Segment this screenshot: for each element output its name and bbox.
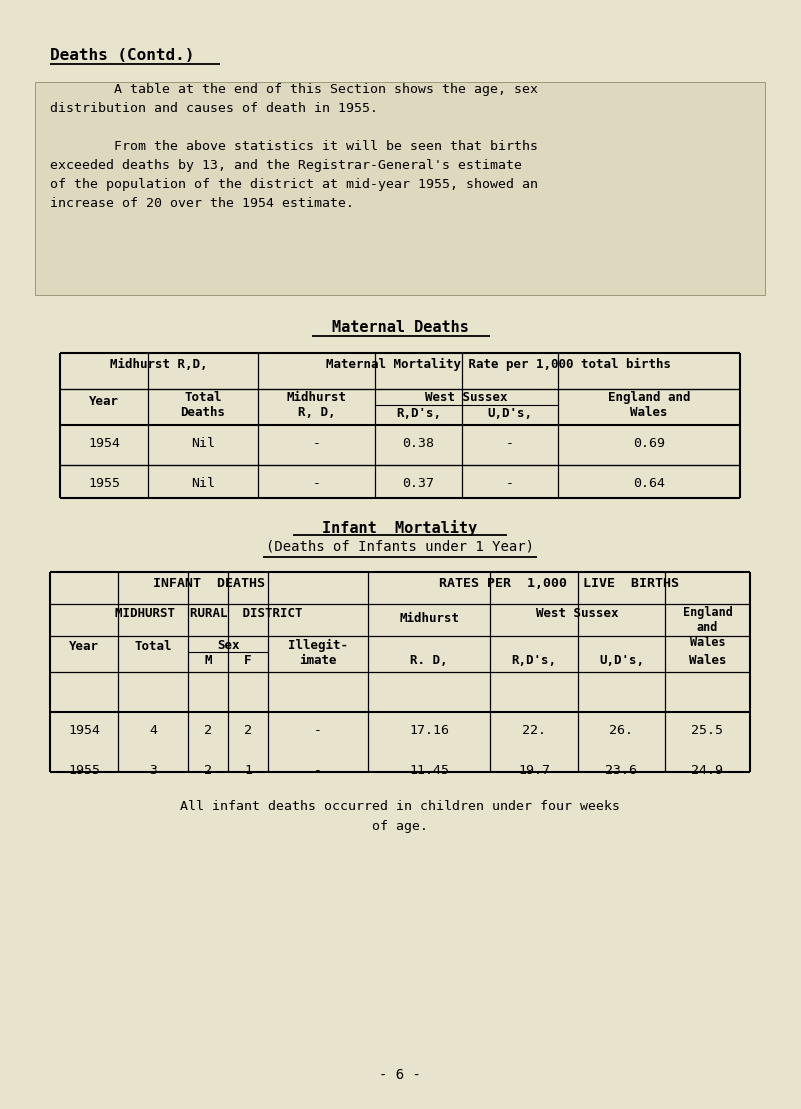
Text: of age.: of age. <box>372 820 428 833</box>
Text: -: - <box>506 477 514 490</box>
Text: Maternal Mortality Rate per 1,000 total births: Maternal Mortality Rate per 1,000 total … <box>327 358 671 372</box>
Text: 22.: 22. <box>522 724 546 737</box>
Text: U,D's,: U,D's, <box>599 654 644 667</box>
Text: England
and
Wales: England and Wales <box>682 606 732 649</box>
Text: M: M <box>204 654 211 667</box>
Text: 2: 2 <box>204 724 212 737</box>
Text: Midhurst
R, D,: Midhurst R, D, <box>287 391 347 419</box>
Text: INFANT  DEATHS: INFANT DEATHS <box>153 577 265 590</box>
Text: Total: Total <box>135 640 171 653</box>
Text: 19.7: 19.7 <box>518 764 550 777</box>
Text: Year: Year <box>69 640 99 653</box>
Text: 1: 1 <box>244 764 252 777</box>
Text: 3: 3 <box>149 764 157 777</box>
Text: Deaths (Contd.): Deaths (Contd.) <box>50 48 195 63</box>
Text: R,D's,: R,D's, <box>396 407 441 420</box>
Text: 1954: 1954 <box>68 724 100 737</box>
Text: 1954: 1954 <box>88 437 120 450</box>
Text: Wales: Wales <box>689 654 727 667</box>
Text: A table at the end of this Section shows the age, sex: A table at the end of this Section shows… <box>50 83 538 96</box>
Text: From the above statistics it will be seen that births: From the above statistics it will be see… <box>50 140 538 153</box>
Text: R. D,: R. D, <box>410 654 448 667</box>
Text: Nil: Nil <box>191 477 215 490</box>
Text: 23.6: 23.6 <box>606 764 638 777</box>
Text: - 6 -: - 6 - <box>379 1068 421 1082</box>
Text: -: - <box>312 477 320 490</box>
Text: 2: 2 <box>244 724 252 737</box>
Text: 25.5: 25.5 <box>691 724 723 737</box>
Text: U,D's,: U,D's, <box>488 407 533 420</box>
Text: 0.64: 0.64 <box>633 477 665 490</box>
Text: 0.37: 0.37 <box>402 477 434 490</box>
Text: 24.9: 24.9 <box>691 764 723 777</box>
Text: -: - <box>314 764 322 777</box>
Text: increase of 20 over the 1954 estimate.: increase of 20 over the 1954 estimate. <box>50 197 354 210</box>
Text: 11.45: 11.45 <box>409 764 449 777</box>
Text: West Sussex: West Sussex <box>536 607 618 620</box>
Text: 1955: 1955 <box>88 477 120 490</box>
Text: -: - <box>314 724 322 737</box>
Text: F: F <box>244 654 252 667</box>
Text: 4: 4 <box>149 724 157 737</box>
Text: -: - <box>506 437 514 450</box>
Text: RATES PER  1,000  LIVE  BIRTHS: RATES PER 1,000 LIVE BIRTHS <box>439 577 679 590</box>
Text: exceeded deaths by 13, and the Registrar-General's estimate: exceeded deaths by 13, and the Registrar… <box>50 159 522 172</box>
Text: R,D's,: R,D's, <box>512 654 557 667</box>
Text: Midhurst: Midhurst <box>399 612 459 625</box>
Text: of the population of the district at mid-year 1955, showed an: of the population of the district at mid… <box>50 179 538 191</box>
Text: Infant  Mortality: Infant Mortality <box>323 520 477 536</box>
Text: Nil: Nil <box>191 437 215 450</box>
Text: 17.16: 17.16 <box>409 724 449 737</box>
Text: Total
Deaths: Total Deaths <box>180 391 226 419</box>
Text: Maternal Deaths: Maternal Deaths <box>332 321 469 335</box>
Text: distribution and causes of death in 1955.: distribution and causes of death in 1955… <box>50 102 378 115</box>
Text: 0.69: 0.69 <box>633 437 665 450</box>
Text: -: - <box>312 437 320 450</box>
Text: Sex: Sex <box>217 639 239 652</box>
Text: 1955: 1955 <box>68 764 100 777</box>
Text: England and
Wales: England and Wales <box>608 391 690 419</box>
Text: 26.: 26. <box>610 724 634 737</box>
Bar <box>35 82 765 295</box>
Text: All infant deaths occurred in children under four weeks: All infant deaths occurred in children u… <box>180 800 620 813</box>
Text: Midhurst R,D,: Midhurst R,D, <box>111 358 207 372</box>
Text: West Sussex: West Sussex <box>425 391 508 404</box>
Text: 2: 2 <box>204 764 212 777</box>
Text: Illegit-
imate: Illegit- imate <box>288 639 348 668</box>
Text: Year: Year <box>89 395 119 408</box>
Text: (Deaths of Infants under 1 Year): (Deaths of Infants under 1 Year) <box>266 540 534 554</box>
Text: 0.38: 0.38 <box>402 437 434 450</box>
Text: MIDHURST  RURAL  DISTRICT: MIDHURST RURAL DISTRICT <box>115 607 303 620</box>
